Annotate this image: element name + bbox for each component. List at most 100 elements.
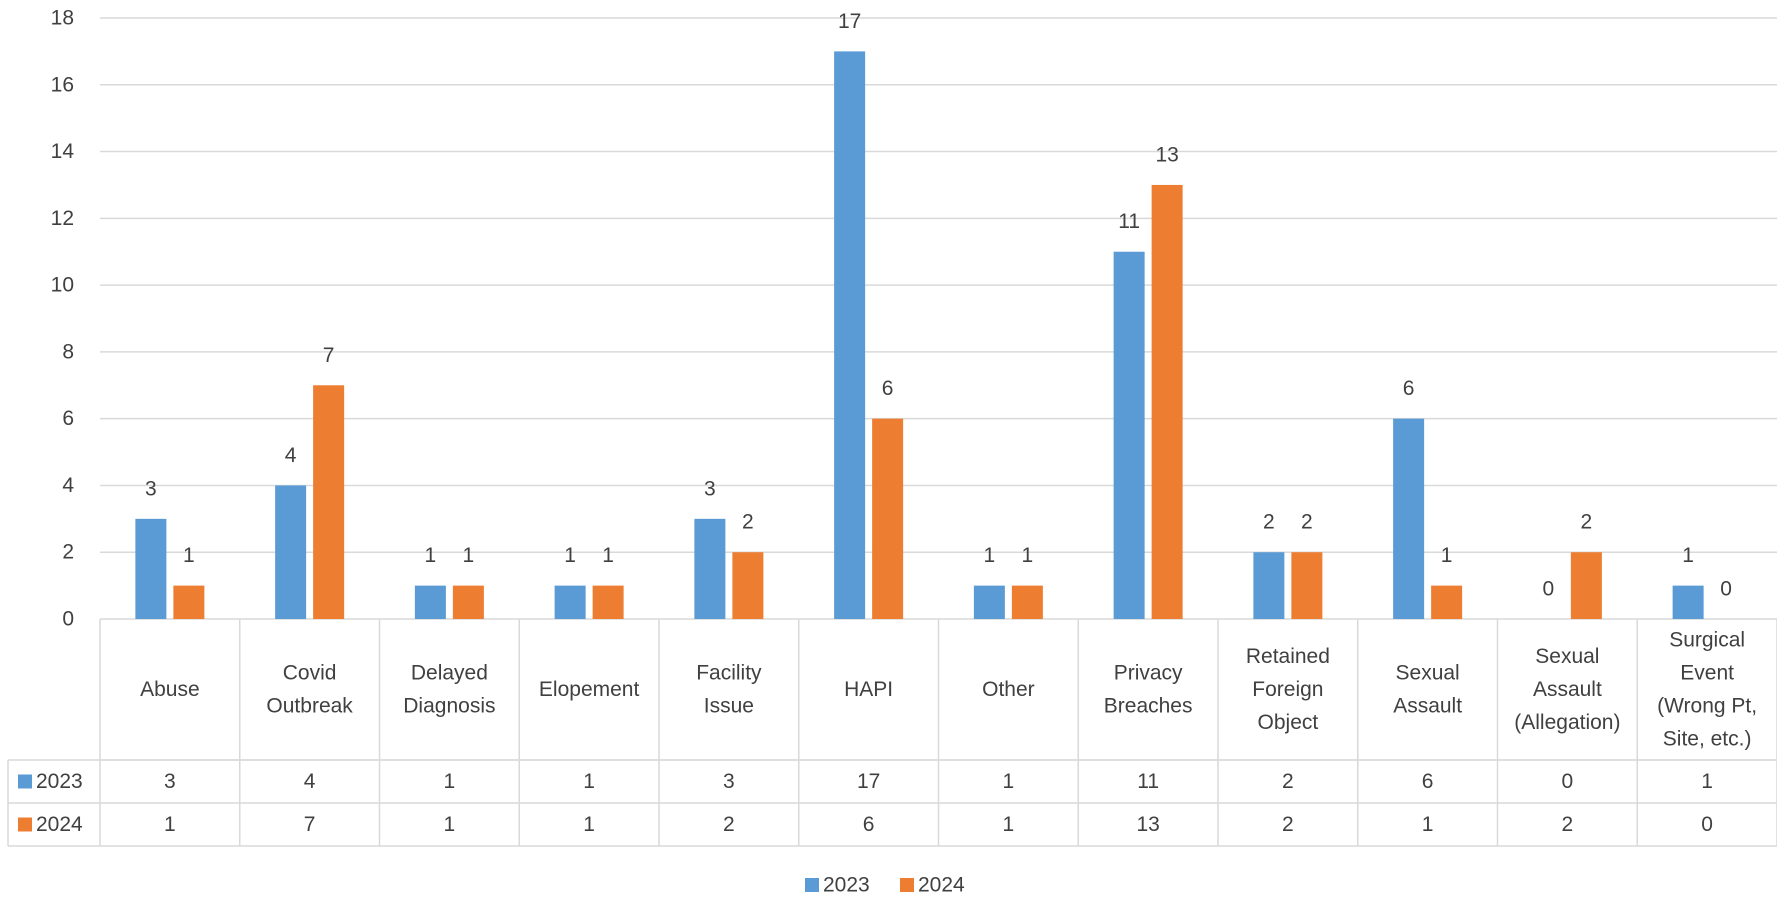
y-tick-label: 8 (62, 340, 74, 363)
y-tick-label: 18 (51, 7, 74, 30)
bar-2024 (592, 585, 624, 619)
table-cell: 1 (1003, 770, 1015, 793)
category-label: Foreign (1252, 678, 1323, 701)
bar-2024 (1151, 184, 1183, 619)
data-label: 6 (882, 377, 894, 400)
category-label: (Allegation) (1514, 711, 1620, 734)
y-tick-label: 10 (51, 274, 74, 297)
legend-label: 2023 (823, 874, 870, 897)
data-label: 0 (1543, 578, 1555, 601)
y-tick-label: 12 (51, 207, 74, 230)
data-label: 0 (1720, 578, 1732, 601)
table-cell: 3 (723, 770, 735, 793)
data-label: 2 (1301, 511, 1313, 534)
table-cell: 1 (444, 770, 456, 793)
y-tick-label: 4 (62, 474, 74, 497)
legend-label: 2024 (918, 874, 965, 897)
category-label: Assault (1533, 678, 1602, 701)
data-label: 2 (1581, 511, 1593, 534)
y-tick-label: 2 (62, 541, 74, 564)
bar-2024 (872, 418, 904, 619)
bar-2023 (1113, 251, 1145, 619)
category-label: Privacy (1114, 662, 1183, 685)
bar-2023 (554, 585, 586, 619)
category-label: Retained (1246, 645, 1330, 668)
data-label: 6 (1403, 377, 1415, 400)
table-cell: 7 (304, 813, 316, 836)
data-label: 1 (425, 544, 437, 567)
category-label: Issue (704, 695, 754, 718)
data-label: 1 (1022, 544, 1034, 567)
category-label: Outbreak (266, 695, 353, 718)
category-label: Delayed (411, 662, 488, 685)
data-label: 1 (564, 544, 576, 567)
table-cell: 2 (1562, 813, 1574, 836)
data-label: 4 (285, 444, 297, 467)
table-legend-key-2024 (18, 817, 32, 832)
data-label: 11 (1118, 210, 1140, 233)
bar-2024 (732, 552, 764, 619)
table-cell: 2 (1282, 813, 1294, 836)
category-label: Diagnosis (403, 695, 495, 718)
bar-2023 (973, 585, 1005, 619)
category-label: Sexual (1535, 645, 1599, 668)
bar-2023 (694, 518, 726, 619)
table-series-label: 2024 (36, 813, 83, 836)
category-label: Elopement (539, 678, 640, 701)
category-label: Sexual (1396, 662, 1460, 685)
table-cell: 4 (304, 770, 316, 793)
category-label: Facility (696, 662, 762, 685)
table-cell: 17 (857, 770, 880, 793)
data-label: 7 (323, 344, 335, 367)
data-label: 3 (145, 477, 157, 500)
table-cell: 3 (164, 770, 176, 793)
table-cell: 1 (1003, 813, 1015, 836)
bar-2024 (452, 585, 484, 619)
bar-2023 (1253, 552, 1285, 619)
bar-2024 (313, 385, 345, 619)
bar-2024 (173, 585, 205, 619)
category-label: Surgical (1669, 629, 1745, 652)
bar-2023 (414, 585, 446, 619)
bar-2024 (1431, 585, 1463, 619)
legend-key-2024 (900, 878, 914, 892)
data-label: 3 (704, 477, 716, 500)
bar-2023 (135, 518, 167, 619)
data-label: 1 (463, 544, 475, 567)
table-cell: 1 (583, 813, 595, 836)
category-label: Breaches (1104, 695, 1193, 718)
data-label: 1 (1441, 544, 1453, 567)
table-cell: 11 (1137, 770, 1159, 793)
bar-2023 (834, 51, 866, 619)
table-cell: 1 (444, 813, 456, 836)
data-label: 2 (1263, 511, 1275, 534)
table-cell: 6 (863, 813, 875, 836)
data-label: 13 (1155, 143, 1178, 166)
table-cell: 1 (583, 770, 595, 793)
table-cell: 1 (1701, 770, 1713, 793)
y-tick-label: 6 (62, 407, 74, 430)
category-label: Assault (1393, 695, 1462, 718)
table-series-label: 2023 (36, 770, 83, 793)
table-cell: 2 (1282, 770, 1294, 793)
table-legend-key-2023 (18, 774, 32, 789)
y-tick-label: 0 (62, 608, 74, 631)
data-label: 1 (183, 544, 195, 567)
category-label: Site, etc.) (1663, 728, 1752, 751)
category-label: Event (1680, 662, 1734, 685)
legend-key-2023 (805, 878, 819, 892)
y-tick-label: 16 (51, 73, 74, 96)
table-cell: 2 (723, 813, 735, 836)
category-label: HAPI (844, 678, 893, 701)
bar-2024 (1291, 552, 1323, 619)
bar-2023 (1393, 418, 1425, 619)
data-label: 1 (602, 544, 614, 567)
table-cell: 13 (1136, 813, 1159, 836)
category-label: Other (982, 678, 1035, 701)
category-label: Covid (283, 662, 337, 685)
table-cell: 1 (1422, 813, 1434, 836)
table-cell: 1 (164, 813, 176, 836)
bar-2024 (1011, 585, 1043, 619)
